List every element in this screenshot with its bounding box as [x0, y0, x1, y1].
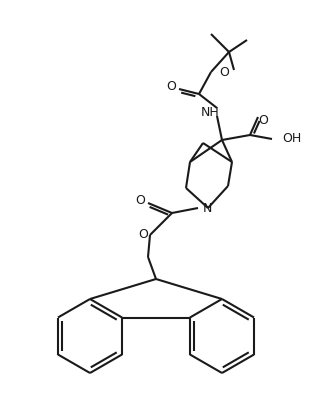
Text: O: O: [166, 80, 176, 92]
Text: N: N: [203, 203, 212, 215]
Text: O: O: [138, 228, 148, 242]
Text: O: O: [219, 66, 229, 78]
Text: OH: OH: [282, 133, 301, 146]
Text: O: O: [258, 113, 268, 127]
Text: NH: NH: [201, 105, 220, 119]
Text: O: O: [135, 195, 145, 207]
